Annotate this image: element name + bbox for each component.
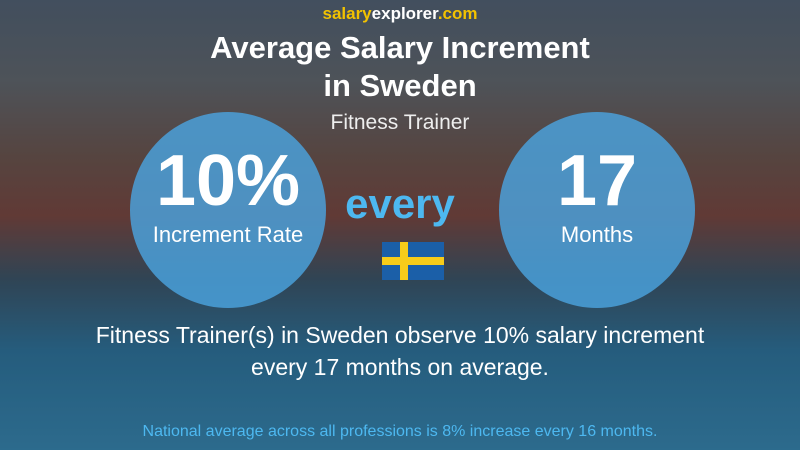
title: in Sweden [323, 68, 477, 103]
site-part: explorer [371, 4, 438, 23]
site-part: .com [437, 4, 478, 23]
title: Average Salary Increment [210, 30, 590, 65]
site-part: salary [322, 4, 372, 23]
circle-label: Months [560, 222, 634, 247]
circle-value: 10% [155, 141, 301, 221]
flag [382, 242, 444, 280]
site-name: salaryexplorer.com [0, 4, 800, 24]
circle-label: Increment Rate [152, 222, 304, 247]
description: every 17 months on average. [251, 354, 549, 380]
left-circle: 10% Increment Rate [130, 112, 326, 308]
right-circle: 17 Months [499, 112, 695, 308]
subtitle: Fitness Trainer [330, 111, 470, 134]
description: Fitness Trainer(s) in Sweden observe 10%… [95, 322, 705, 348]
circle-value: 17 [556, 141, 638, 221]
flag-cross [382, 257, 444, 265]
footnote: National average across all professions … [142, 423, 658, 440]
connector: every [345, 180, 455, 227]
